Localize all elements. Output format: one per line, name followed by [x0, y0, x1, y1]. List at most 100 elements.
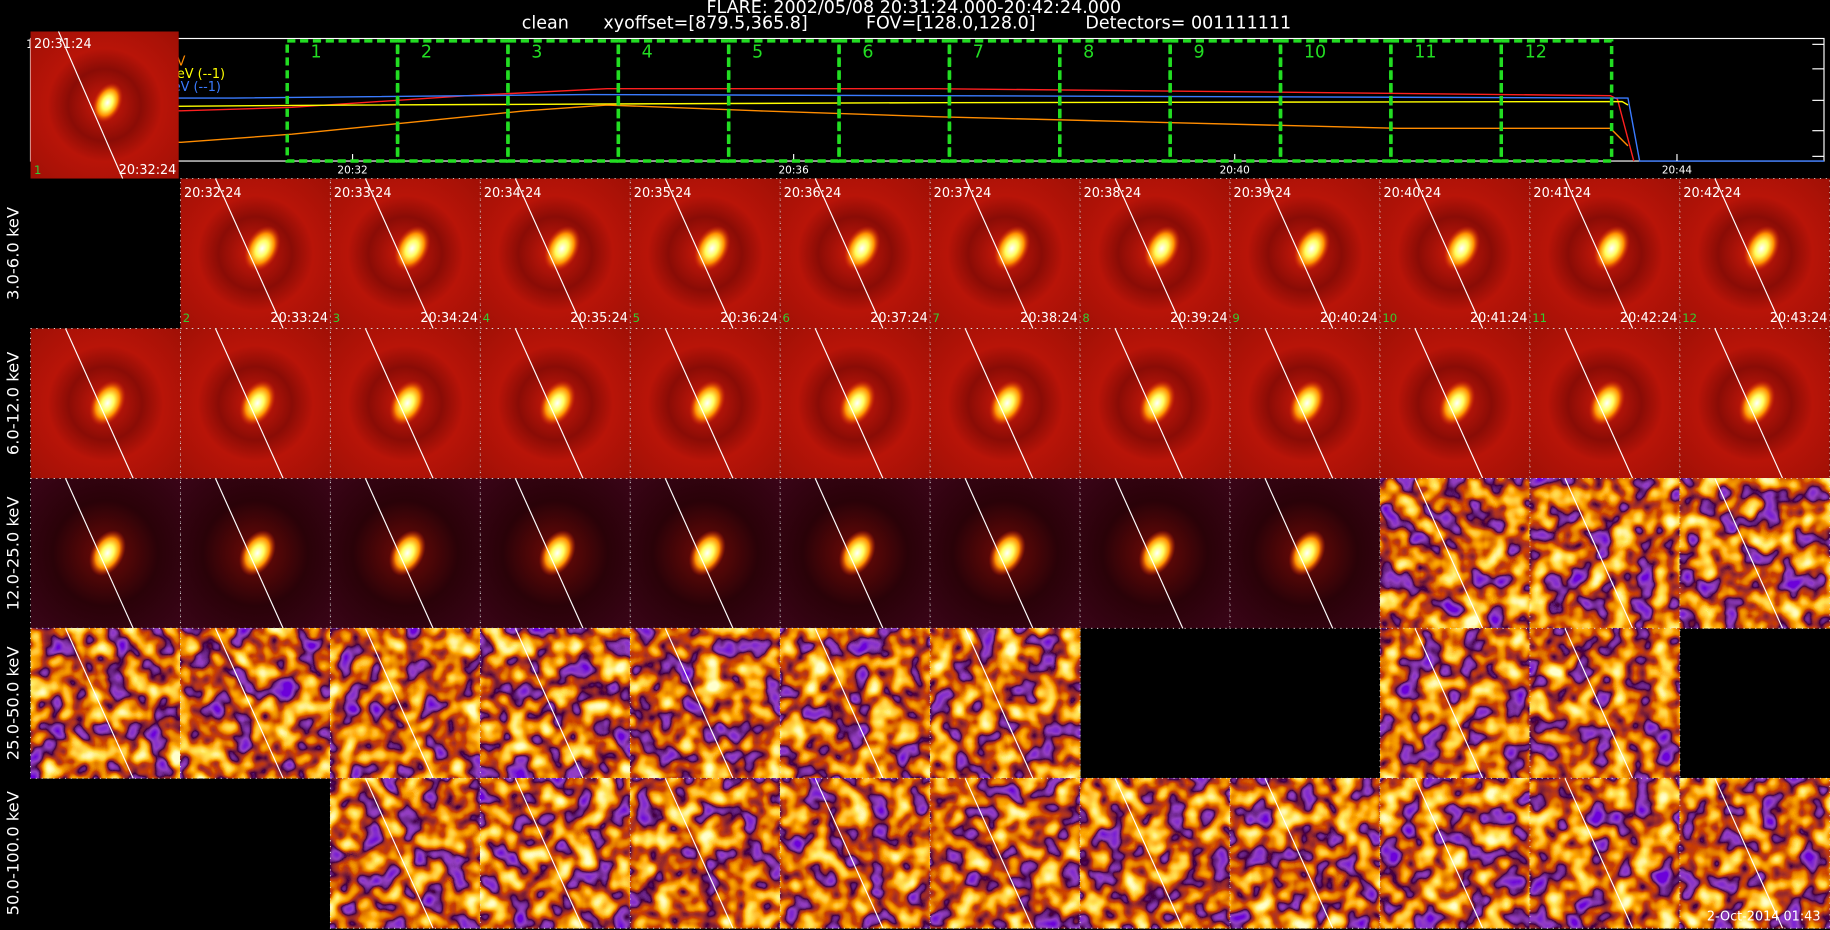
source	[239, 380, 276, 427]
limb	[1714, 178, 1784, 329]
cell-image	[930, 628, 1081, 779]
limb	[1114, 478, 1184, 629]
cell-image	[1080, 778, 1231, 929]
image-cell	[929, 477, 1081, 629]
cell-image	[780, 628, 931, 779]
interval-label: 7	[973, 43, 984, 63]
limb	[1564, 478, 1634, 629]
image-cell	[929, 627, 1081, 779]
limb	[964, 478, 1034, 629]
interval-label: 10	[1304, 43, 1326, 63]
source	[1288, 380, 1326, 427]
cell-end: 20:33:24	[270, 311, 328, 326]
image-cell: 20:32:24 2 20:33:24	[179, 178, 331, 329]
cell-end: 20:40:24	[1320, 311, 1378, 326]
limb	[57, 31, 124, 179]
cell-start: 20:42:24	[1683, 186, 1741, 201]
cell-index: 3	[333, 311, 340, 325]
limb	[1264, 478, 1334, 629]
thumbnail-start: 20:31:24	[34, 37, 92, 52]
cell-end: 20:39:24	[1170, 311, 1228, 326]
cell-start: 20:41:24	[1533, 186, 1591, 201]
limb	[1564, 328, 1634, 479]
image-cell	[1529, 328, 1681, 479]
cell-end: 20:41:24	[1470, 311, 1528, 326]
cell-index: 4	[483, 311, 490, 325]
source	[1138, 530, 1176, 577]
cell-image	[330, 628, 481, 779]
limb	[64, 628, 134, 779]
source	[838, 380, 876, 427]
source	[838, 530, 876, 577]
limb	[514, 178, 584, 329]
image-cell	[329, 328, 481, 479]
image-cell	[629, 777, 781, 929]
image-cell	[929, 777, 1081, 929]
cell-index: 6	[783, 311, 790, 325]
cell-image	[630, 778, 781, 929]
x-tick-label: 20:32	[337, 164, 367, 176]
cell-index: 9	[1232, 311, 1239, 325]
image-cell	[1229, 477, 1381, 629]
cell-image	[630, 628, 781, 779]
limb	[64, 328, 134, 479]
cell-index: 11	[1532, 311, 1547, 325]
cell-start: 20:34:24	[484, 186, 542, 201]
xyoffset: xyoffset=[879.5,365.8]	[603, 13, 807, 33]
x-tick-label: 20:44	[1662, 164, 1693, 176]
source	[388, 530, 426, 577]
image-cell	[629, 328, 781, 479]
cell-index: 12	[1682, 311, 1697, 325]
limb	[214, 628, 284, 779]
image-cell: 20:37:24 7 20:38:24	[929, 178, 1081, 329]
interval-label: 4	[642, 43, 653, 63]
limb	[1414, 178, 1484, 329]
image-cell	[329, 477, 481, 629]
image-cell	[479, 328, 631, 479]
image-cell: 20:39:24 9 20:40:24	[1229, 178, 1381, 329]
source	[538, 530, 576, 577]
limb	[814, 628, 884, 779]
cell-start: 20:38:24	[1084, 186, 1142, 201]
image-cell	[1229, 777, 1381, 929]
image-cell	[30, 328, 181, 479]
limb	[814, 328, 884, 479]
cell-index: 2	[183, 311, 190, 325]
interval-label: 5	[752, 43, 763, 63]
limb	[814, 478, 884, 629]
source	[1743, 225, 1781, 272]
limb	[814, 178, 884, 329]
image-cell	[1379, 477, 1531, 629]
limb	[1414, 778, 1484, 929]
cell-end: 20:38:24	[1020, 311, 1078, 326]
image-cell	[329, 777, 481, 929]
limb	[364, 478, 434, 629]
source	[1593, 225, 1631, 272]
cell-index: 7	[933, 311, 940, 325]
limb	[64, 478, 134, 629]
method: clean	[522, 13, 569, 33]
image-cell: 20:38:24 8 20:39:24	[1079, 178, 1231, 329]
limb	[514, 628, 584, 779]
cell-image	[1380, 778, 1530, 929]
source	[988, 530, 1026, 577]
cell-end: 20:43:24	[1770, 311, 1828, 326]
cell-image	[1529, 478, 1680, 629]
image-cell	[1379, 627, 1531, 779]
limb	[1114, 328, 1184, 479]
source	[89, 530, 126, 577]
cell-image	[1529, 628, 1680, 779]
image-cell	[1679, 777, 1830, 929]
source	[843, 225, 881, 272]
limb	[514, 478, 584, 629]
limb	[1564, 178, 1634, 329]
limb	[214, 178, 284, 329]
image-cell: 20:40:24 10 20:41:24	[1379, 178, 1531, 329]
image-cell	[479, 477, 631, 629]
image-cell	[179, 477, 331, 629]
row-label: 3.0-6.0 keV	[4, 206, 23, 300]
limb	[964, 328, 1034, 479]
source	[1588, 380, 1626, 427]
cell-end: 20:42:24	[1620, 311, 1678, 326]
